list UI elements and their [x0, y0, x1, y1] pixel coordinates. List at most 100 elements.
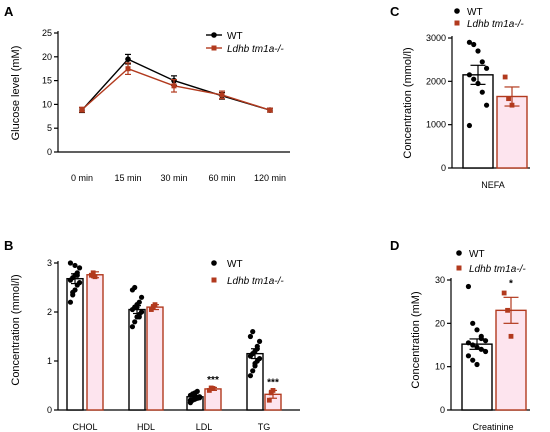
scatter-point-wt — [250, 368, 256, 374]
panel-c-ytick-label: 2000 — [426, 76, 446, 86]
panel-b-xtick-label: HDL — [137, 422, 155, 432]
data-point-ko — [79, 107, 85, 113]
scatter-point-wt — [136, 314, 142, 320]
scatter-point-wt — [132, 319, 138, 325]
scatter-point-wt — [76, 280, 83, 286]
scatter-point-wt — [129, 324, 136, 330]
legend-label-ko: Ldhb tm1a-/- — [467, 19, 524, 30]
scatter-point-ko — [266, 397, 272, 403]
scatter-point-wt — [479, 89, 485, 95]
panel-c-ytick-label: 3000 — [426, 33, 446, 43]
data-point-ko — [267, 107, 273, 113]
data-point-ko — [219, 92, 225, 98]
panel-b-ytick-label: 0 — [47, 405, 52, 415]
panel-a-legend: WT Ldhb tm1a-/- — [206, 31, 284, 55]
panel-b-significance-label: *** — [267, 378, 279, 389]
panel-b-xtick-label: LDL — [196, 422, 213, 432]
panel-a-ytick-label: 10 — [42, 99, 52, 109]
scatter-point-wt — [465, 283, 472, 290]
bar-ko — [146, 306, 164, 411]
scatter-point-wt — [70, 289, 76, 295]
panel-a-xtick-label: 15 min — [114, 173, 141, 183]
scatter-point-wt — [471, 41, 477, 48]
scatter-point-wt — [465, 340, 472, 346]
scatter-point-ko — [502, 74, 508, 80]
scatter-point-ko — [150, 304, 156, 310]
scatter-point-wt — [465, 353, 472, 359]
panel-c-ytick-label: 1000 — [426, 120, 446, 130]
data-point-ko — [171, 83, 177, 89]
panel-b-legend: WT Ldhb tm1a-/- — [211, 259, 284, 287]
scatter-point-wt — [483, 65, 490, 71]
scatter-point-wt — [470, 357, 476, 363]
scatter-point-wt — [475, 48, 481, 54]
panel-a-ytick-label: 0 — [47, 147, 52, 157]
panel-c-legend: WT Ldhb tm1a-/- — [454, 7, 524, 30]
scatter-point-ko — [506, 96, 511, 102]
data-point-wt — [125, 56, 131, 62]
legend-label-wt: WT — [467, 7, 483, 18]
panel-d-significance-label: * — [509, 279, 513, 290]
scatter-point-ko — [501, 290, 507, 296]
scatter-point-wt — [247, 373, 254, 379]
legend-label-wt: WT — [469, 249, 485, 260]
scatter-point-ko — [505, 307, 510, 313]
scatter-point-wt — [256, 338, 263, 344]
panel-label-c: C — [390, 4, 400, 19]
scatter-point-wt — [72, 262, 78, 269]
panel-label-d: D — [390, 238, 399, 253]
legend-label-ko: Ldhb tm1a-/- — [227, 44, 284, 55]
panel-a-ytick-label: 25 — [42, 28, 52, 38]
panel-c-ytick-label: 0 — [441, 163, 446, 173]
scatter-point-wt — [479, 59, 485, 65]
scatter-point-wt — [76, 265, 83, 271]
scatter-point-wt — [466, 39, 473, 45]
bar-wt — [461, 343, 493, 411]
scatter-point-wt — [470, 342, 476, 348]
bar-ko — [86, 274, 104, 411]
scatter-point-wt — [474, 361, 480, 368]
panel-b-significance-label: *** — [207, 375, 219, 386]
bar-wt — [66, 277, 84, 411]
panel-b-xtick-label: CHOL — [72, 422, 97, 432]
bar-ko — [495, 309, 527, 411]
panel-b-ylabel: Concentration (mmol/l) — [10, 274, 22, 385]
panel-label-a: A — [4, 4, 14, 19]
scatter-point-wt — [67, 299, 74, 305]
panel-c-ylabel: Concentration (mmol/l) — [402, 47, 414, 158]
scatter-point-ko — [88, 272, 94, 278]
scatter-point-wt — [67, 260, 74, 266]
bar-wt — [462, 74, 494, 169]
data-point-ko — [125, 66, 131, 72]
panel-d-ytick-label: 20 — [435, 318, 445, 328]
panel-a-ytick-label: 15 — [42, 76, 52, 86]
panel-d-ylabel: Concentration (mM) — [410, 291, 422, 388]
scatter-point-wt — [470, 320, 476, 326]
panel-a-ylabel: Glucose level (mM) — [10, 46, 22, 141]
scatter-point-wt — [194, 388, 200, 394]
panel-d-ytick-label: 0 — [440, 405, 445, 415]
scatter-point-wt — [471, 76, 477, 82]
panel-a-xtick-label: 120 min — [254, 173, 286, 183]
scatter-point-wt — [250, 329, 256, 335]
scatter-point-wt — [247, 333, 254, 340]
legend-label-wt: WT — [227, 259, 243, 270]
panel-b-xtick-label: TG — [258, 422, 271, 432]
panel-a-xtick-label: 30 min — [160, 173, 187, 183]
panel-d-ytick-label: 10 — [435, 362, 445, 372]
panel-d-ytick-label: 30 — [435, 275, 445, 285]
panel-a-ytick-label: 20 — [42, 52, 52, 62]
legend-label-ko: Ldhb tm1a-/- — [227, 276, 284, 287]
scatter-point-wt — [132, 284, 138, 291]
scatter-point-wt — [138, 294, 145, 300]
scatter-point-wt — [187, 397, 194, 403]
panel-a-xtick-label: 60 min — [208, 173, 235, 183]
scatter-point-ko — [268, 390, 274, 396]
panel-b-ytick-label: 3 — [47, 258, 52, 268]
panel-c-xtick-label: NEFA — [481, 180, 505, 190]
scatter-point-wt — [483, 102, 490, 108]
legend-label-wt: WT — [227, 31, 243, 42]
panel-a-ytick-label: 5 — [47, 123, 52, 133]
bar-ko — [496, 95, 528, 169]
